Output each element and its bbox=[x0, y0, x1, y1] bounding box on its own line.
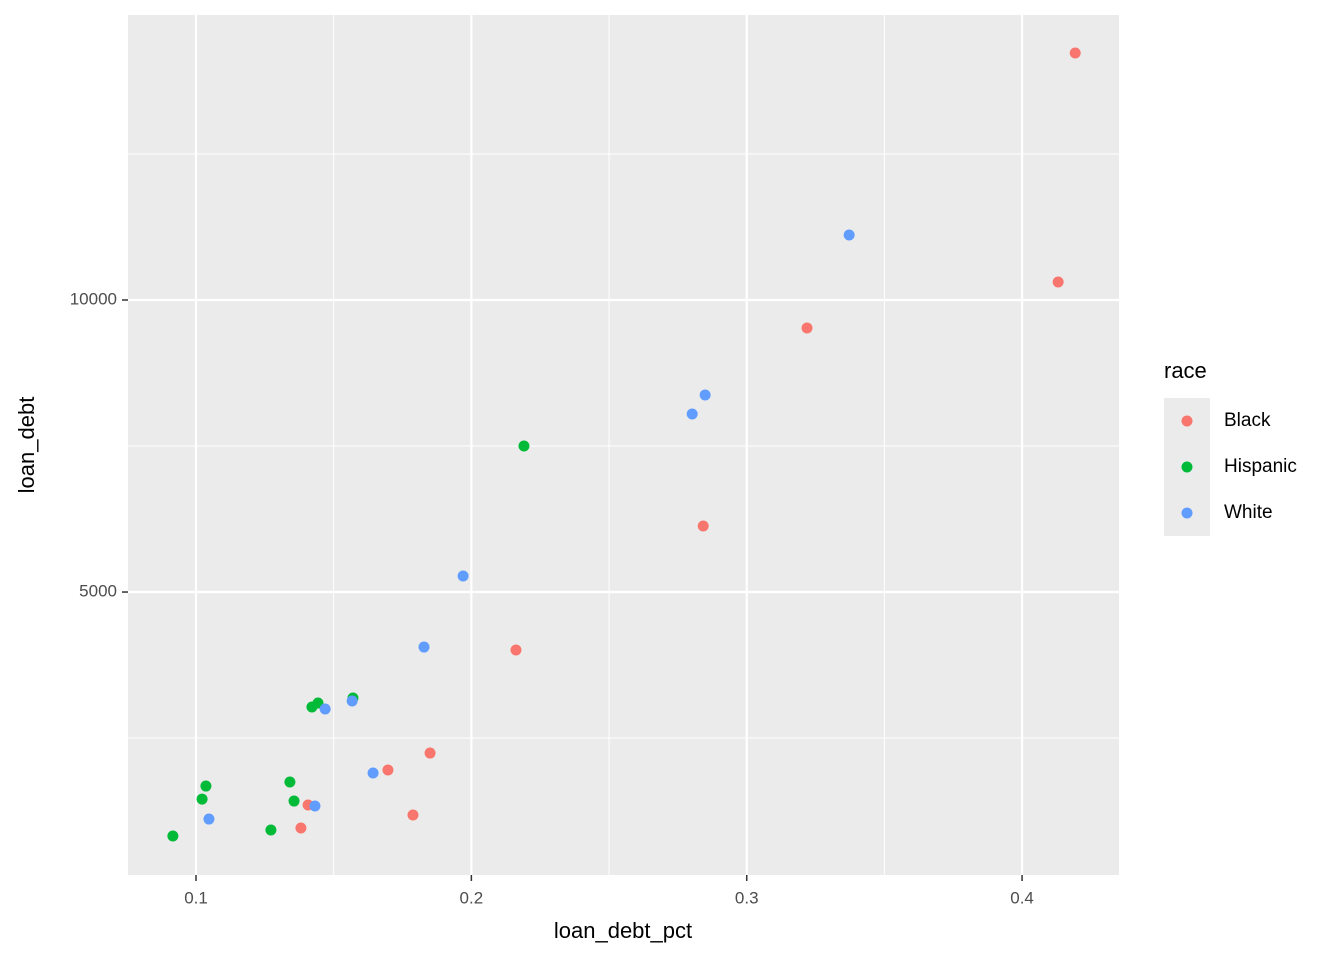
point bbox=[196, 793, 208, 805]
x-tick-label: 0.1 bbox=[184, 888, 208, 907]
point bbox=[382, 764, 394, 776]
legend-marker bbox=[1181, 507, 1193, 519]
x-tick-label: 0.4 bbox=[1010, 888, 1034, 907]
point bbox=[346, 695, 358, 707]
point bbox=[203, 813, 215, 825]
legend-marker bbox=[1181, 415, 1193, 427]
point bbox=[699, 389, 711, 401]
y-tick-label: 10000 bbox=[70, 289, 117, 308]
y-tick-label: 5000 bbox=[79, 582, 117, 601]
point bbox=[407, 809, 419, 821]
point bbox=[1069, 47, 1081, 59]
point bbox=[518, 440, 530, 452]
point bbox=[200, 780, 212, 792]
point bbox=[309, 800, 321, 812]
point bbox=[319, 703, 331, 715]
point bbox=[457, 570, 469, 582]
point bbox=[424, 747, 436, 759]
point bbox=[265, 824, 277, 836]
point bbox=[510, 644, 522, 656]
x-tick-label: 0.3 bbox=[735, 888, 759, 907]
legend-marker bbox=[1181, 461, 1193, 473]
point bbox=[801, 322, 813, 334]
x-axis-title: loan_debt_pct bbox=[554, 918, 692, 943]
legend-title: race bbox=[1164, 358, 1207, 383]
point bbox=[288, 795, 300, 807]
point bbox=[167, 830, 179, 842]
point bbox=[367, 767, 379, 779]
y-axis-title: loan_debt bbox=[14, 397, 39, 494]
point bbox=[418, 641, 430, 653]
point bbox=[843, 229, 855, 241]
x-tick-label: 0.2 bbox=[460, 888, 484, 907]
legend-label: White bbox=[1224, 502, 1273, 523]
points bbox=[167, 47, 1081, 842]
point bbox=[697, 520, 709, 532]
legend-label: Black bbox=[1224, 410, 1271, 431]
point bbox=[295, 822, 307, 834]
panel bbox=[128, 15, 1119, 875]
point bbox=[1052, 276, 1064, 288]
point bbox=[284, 776, 296, 788]
point bbox=[686, 408, 698, 420]
grid bbox=[128, 15, 1119, 875]
legend-label: Hispanic bbox=[1224, 456, 1297, 477]
point bbox=[306, 701, 318, 713]
